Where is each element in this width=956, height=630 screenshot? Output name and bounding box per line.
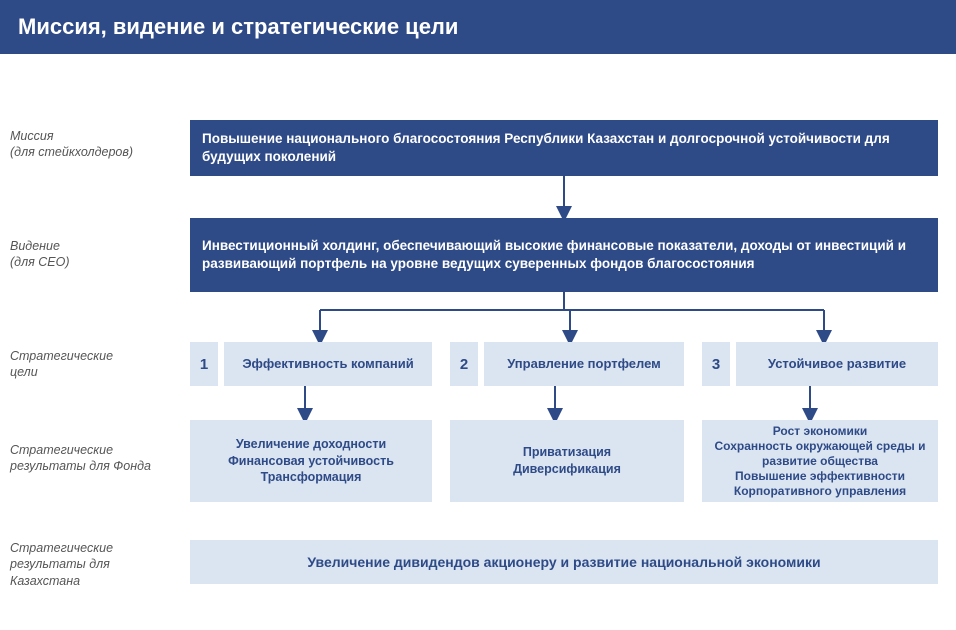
goal-3: Устойчивое развитие — [736, 342, 938, 386]
goal-num-2: 2 — [450, 342, 478, 386]
goal-num-3: 3 — [702, 342, 730, 386]
goal-num-1: 1 — [190, 342, 218, 386]
label-goals: Стратегические цели — [10, 348, 185, 381]
goal-2: Управление портфелем — [484, 342, 684, 386]
result-2: Приватизация Диверсификация — [450, 420, 684, 502]
page-title: Миссия, видение и стратегические цели — [0, 0, 956, 54]
final-block: Увеличение дивидендов акционеру и развит… — [190, 540, 938, 584]
mission-block: Повышение национального благосостояния Р… — [190, 120, 938, 176]
vision-block: Инвестиционный холдинг, обеспечивающий в… — [190, 218, 938, 292]
result-1: Увеличение доходности Финансовая устойчи… — [190, 420, 432, 502]
label-results-kz: Стратегические результаты для Казахстана — [10, 540, 185, 589]
label-mission: Миссия (для стейкхолдеров) — [10, 128, 185, 161]
label-vision: Видение (для CEO) — [10, 238, 185, 271]
goal-1: Эффективность компаний — [224, 342, 432, 386]
result-3: Рост экономики Сохранность окружающей ср… — [702, 420, 938, 502]
label-results-fund: Стратегические результаты для Фонда — [10, 442, 185, 475]
